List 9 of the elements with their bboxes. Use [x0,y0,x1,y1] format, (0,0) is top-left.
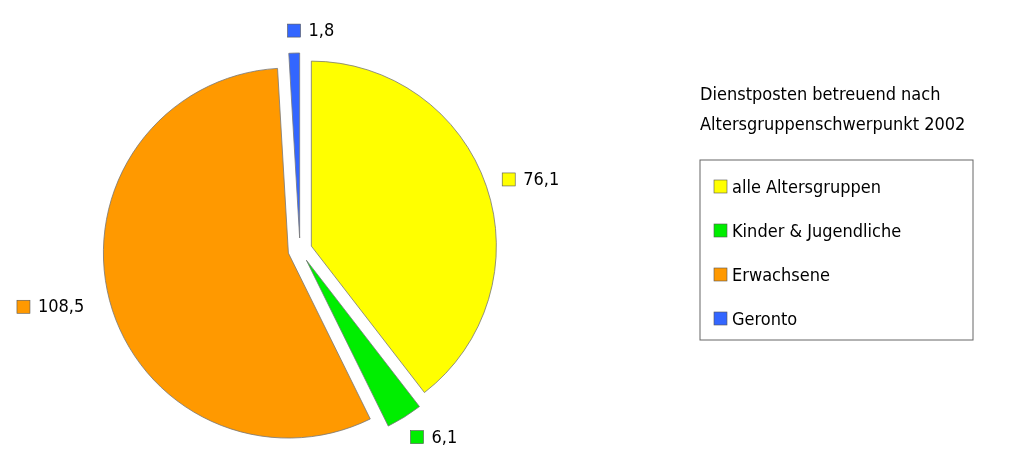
legend-title: Dienstposten betreuend nach Altersgruppenschwerpunkt 2002 [700,83,966,134]
legend-label: Kinder & Jugendliche [732,220,902,241]
data-label: 108,5 [37,295,85,317]
data-label: 6,1 [431,425,458,447]
legend-label: Geronto [732,308,798,329]
legend-label: Erwachsene [732,264,830,285]
data-label: 1,8 [308,19,335,41]
data-label: 76,1 [523,167,560,189]
legend-label: alle Altersgruppen [732,176,882,197]
